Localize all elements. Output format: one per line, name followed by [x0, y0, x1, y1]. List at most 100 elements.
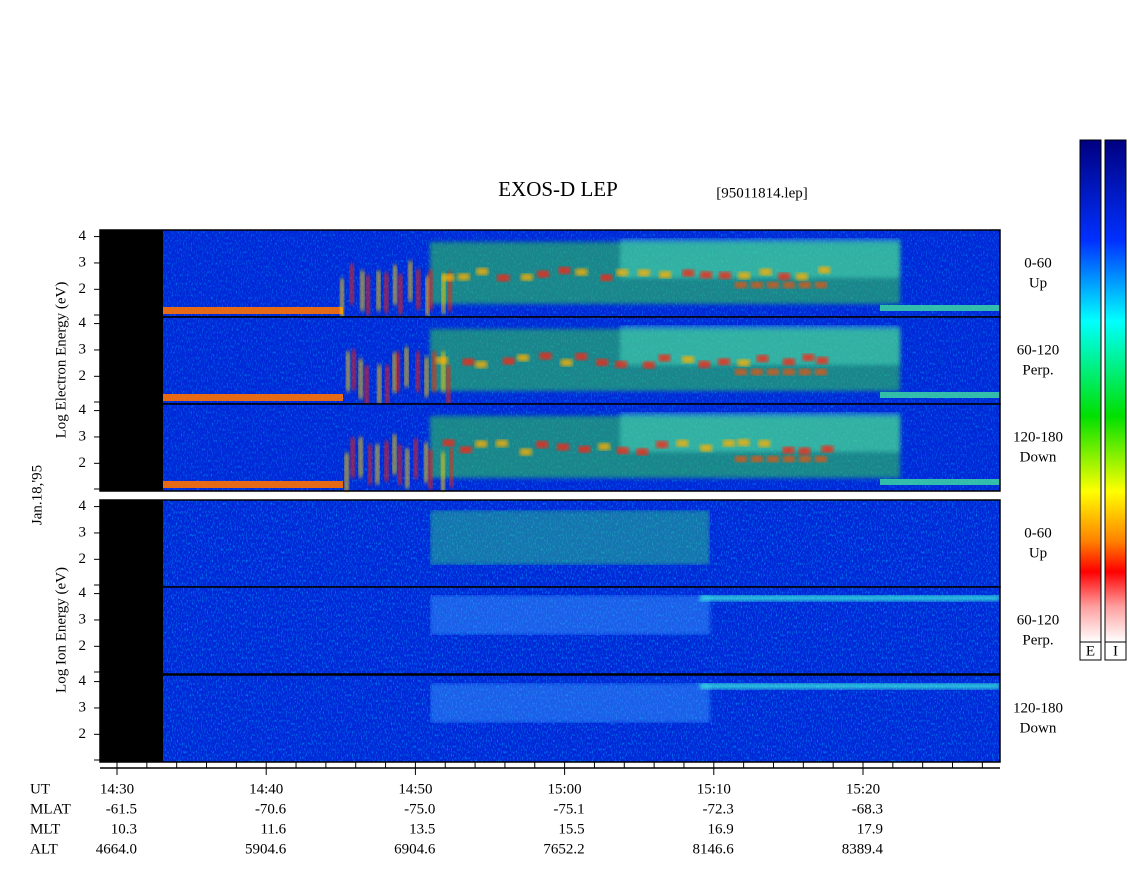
low-energy-band	[880, 305, 1000, 311]
y-tick-label: 3	[79, 428, 87, 444]
burst	[416, 352, 420, 392]
electron-axis-label: Log Electron Energy (eV)	[53, 282, 69, 439]
ephemeris-value: 5904.6	[245, 841, 287, 857]
ephemeris-value: -72.3	[703, 801, 734, 817]
burst	[424, 443, 428, 483]
hot-spot	[751, 369, 763, 375]
burst	[432, 352, 436, 392]
hot-spot	[615, 361, 627, 368]
hot-spot	[638, 269, 650, 276]
panels: 2 3 4 0-60 Up 2 3 4 60-120 Perp. 2 3 4 120-180 Down 2 3 4…	[79, 228, 1063, 763]
spectrogram-features	[430, 510, 710, 565]
y-tick-label: 4	[79, 228, 87, 244]
hot-spot	[497, 274, 509, 281]
hot-spot	[815, 282, 827, 288]
no-data-region	[100, 675, 163, 762]
hot-spot	[575, 353, 587, 360]
y-tick-label: 2	[79, 455, 87, 471]
ephemeris-value: -75.0	[404, 801, 435, 817]
panel-angle: 0-60	[1024, 255, 1052, 271]
hot-spot	[436, 357, 448, 364]
panel-frame	[99, 674, 1001, 763]
hot-spot	[738, 359, 750, 366]
y-tick-label: 3	[79, 699, 87, 715]
hot-spot	[802, 354, 814, 361]
ephemeris-value: -68.3	[852, 801, 883, 817]
burst	[396, 352, 400, 392]
hot-spot	[719, 272, 731, 279]
hot-spot	[718, 358, 730, 365]
burst	[405, 448, 409, 488]
burst	[448, 272, 452, 312]
y-tick-label: 3	[79, 611, 87, 627]
hot-spot	[783, 282, 795, 288]
ephemeris-value: -61.5	[106, 801, 137, 817]
low-energy-band	[880, 479, 1000, 485]
row-name: ALT	[30, 841, 58, 857]
hot-spot	[558, 267, 570, 274]
burst	[449, 448, 453, 488]
y-tick-label: 4	[79, 585, 87, 601]
no-data-region	[100, 500, 163, 587]
panel-direction: Perp.	[1022, 632, 1053, 648]
burst	[446, 365, 450, 405]
burst	[350, 264, 354, 304]
burst	[377, 271, 381, 311]
colorbar	[1104, 139, 1127, 643]
burst	[385, 365, 389, 405]
hot-spot	[617, 447, 629, 454]
hot-spot	[643, 362, 655, 369]
burst	[429, 270, 433, 310]
hot-spot	[503, 358, 515, 365]
burst	[414, 439, 418, 479]
colorbar-label: I	[1113, 643, 1118, 659]
row-name: MLAT	[30, 801, 71, 817]
burst	[408, 261, 412, 301]
hot-spot	[782, 447, 794, 454]
burst	[441, 452, 445, 492]
low-energy-band	[163, 394, 343, 401]
ephemeris-value: 10.3	[111, 821, 137, 837]
burst	[377, 365, 381, 405]
ion-band	[700, 683, 1000, 689]
colorbar-label-box	[1079, 641, 1102, 661]
burst	[428, 449, 432, 489]
burst	[441, 352, 445, 392]
hot-spot	[751, 282, 763, 288]
date: Jan.18,'95	[29, 465, 45, 525]
hot-spot	[636, 448, 648, 455]
hot-spot	[783, 369, 795, 375]
hot-spot	[799, 456, 811, 462]
ion-region	[430, 510, 710, 565]
ephemeris-value: -70.6	[255, 801, 287, 817]
burst	[368, 444, 372, 484]
burst	[340, 278, 344, 318]
panel-direction: Up	[1029, 275, 1047, 291]
burst	[359, 359, 363, 399]
ephemeris-value: 13.5	[409, 821, 435, 837]
hot-spot	[799, 282, 811, 288]
hot-spot	[778, 273, 790, 280]
burst	[365, 365, 369, 405]
burst	[404, 347, 408, 387]
panel-angle: 120-180	[1013, 700, 1063, 716]
low-energy-band	[163, 481, 343, 488]
hot-spot	[682, 270, 694, 277]
burst	[398, 445, 402, 485]
low-energy-band	[880, 392, 1000, 398]
hot-spot	[767, 369, 779, 375]
hot-spot	[723, 440, 735, 447]
hot-spot	[700, 445, 712, 452]
y-tick-label: 3	[79, 524, 87, 540]
y-tick-label: 2	[79, 368, 87, 384]
y-tick-label: 3	[79, 254, 87, 270]
spectrogram-features	[163, 238, 1000, 318]
hot-spot	[698, 361, 710, 368]
hot-spot	[521, 274, 533, 281]
hot-spot	[757, 355, 769, 362]
ephemeris-value: 6904.6	[394, 841, 436, 857]
time-axis: UT MLAT MLT ALT 14:30 -61.5 10.3 4664.0 14:40 -70…	[30, 762, 1000, 857]
y-tick-label: 4	[79, 402, 87, 418]
ion-region	[430, 595, 710, 635]
